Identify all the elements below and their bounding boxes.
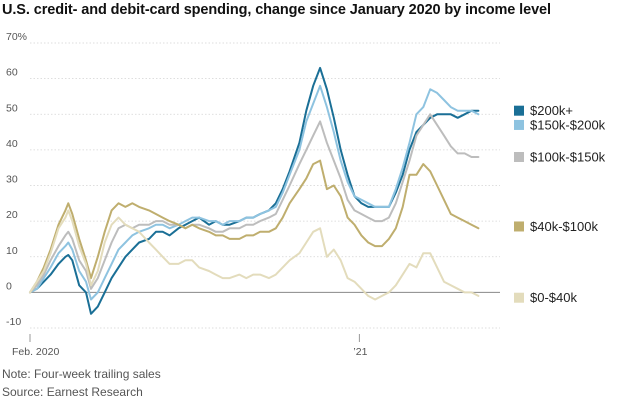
- series-line: [29, 159, 480, 294]
- y-tick-label: -10: [6, 316, 21, 328]
- legend-swatch: [514, 221, 524, 232]
- y-tick-label: 30: [6, 174, 18, 186]
- chart-note: Note: Four-week trailing sales: [2, 367, 161, 381]
- y-tick-label: 10: [6, 245, 18, 257]
- legend-label: $40k-$100k: [530, 219, 598, 234]
- y-tick-label: 20: [6, 209, 18, 221]
- legend-label: $150k-$200k: [530, 117, 606, 132]
- x-axis: Feb. 2020 ’21: [12, 334, 368, 358]
- y-tick-label: 50: [6, 102, 18, 114]
- legend-label: $100k-$150k: [530, 150, 606, 165]
- y-tick-label: 0: [6, 280, 12, 292]
- y-tick-label: 70%: [6, 31, 27, 43]
- series-line: [29, 113, 480, 294]
- chart-title: U.S. credit- and debit-card spending, ch…: [2, 2, 551, 18]
- x-tick-label: ’21: [353, 346, 367, 358]
- legend-swatch: [514, 119, 524, 130]
- legend-swatch: [514, 105, 524, 116]
- series-line: [29, 84, 480, 301]
- chart-source: Source: Earnest Research: [2, 385, 143, 399]
- x-tick-label: Feb. 2020: [12, 346, 59, 358]
- series-lines: [29, 66, 480, 315]
- legend-label: $0-$40k: [530, 290, 577, 305]
- legend: $200k+$150k-$200k $100k-$150k $40k-$100k $0…: [514, 103, 606, 305]
- legend-swatch: [514, 152, 524, 162]
- legend-swatch: [514, 292, 524, 303]
- series-line: [29, 209, 480, 301]
- legend-label: $200k+: [530, 103, 573, 118]
- y-tick-labels: -10 0 10 20 30 40 50 60 70%: [6, 31, 27, 328]
- y-tick-label: 60: [6, 67, 18, 79]
- y-tick-label: 40: [6, 138, 18, 150]
